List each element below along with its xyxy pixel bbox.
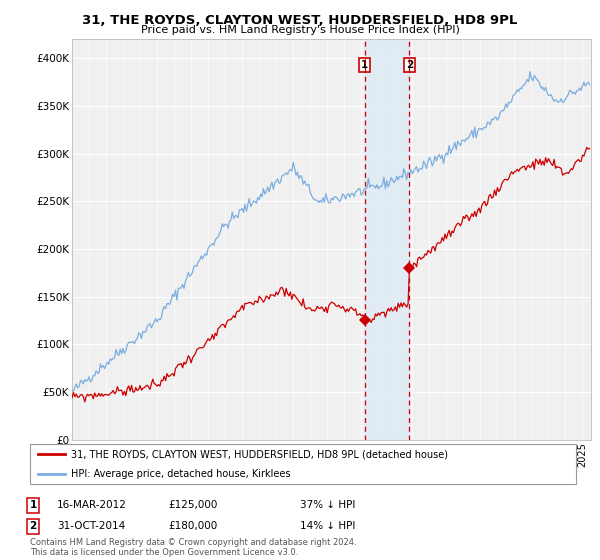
Text: 16-MAR-2012: 16-MAR-2012	[57, 500, 127, 510]
Text: 31, THE ROYDS, CLAYTON WEST, HUDDERSFIELD, HD8 9PL (detached house): 31, THE ROYDS, CLAYTON WEST, HUDDERSFIEL…	[71, 449, 448, 459]
Text: 1: 1	[29, 500, 37, 510]
Text: Price paid vs. HM Land Registry's House Price Index (HPI): Price paid vs. HM Land Registry's House …	[140, 25, 460, 35]
Text: 1: 1	[361, 60, 368, 70]
Bar	[365, 39, 409, 440]
Text: 2: 2	[29, 521, 37, 531]
Text: 37% ↓ HPI: 37% ↓ HPI	[300, 500, 355, 510]
Text: 31, THE ROYDS, CLAYTON WEST, HUDDERSFIELD, HD8 9PL: 31, THE ROYDS, CLAYTON WEST, HUDDERSFIEL…	[82, 14, 518, 27]
Text: 14% ↓ HPI: 14% ↓ HPI	[300, 521, 355, 531]
Text: HPI: Average price, detached house, Kirklees: HPI: Average price, detached house, Kirk…	[71, 469, 290, 479]
Text: 31-OCT-2014: 31-OCT-2014	[57, 521, 125, 531]
Text: 2: 2	[406, 60, 413, 70]
Text: £180,000: £180,000	[168, 521, 217, 531]
FancyBboxPatch shape	[30, 444, 576, 484]
Text: Contains HM Land Registry data © Crown copyright and database right 2024.
This d: Contains HM Land Registry data © Crown c…	[30, 538, 356, 557]
Text: £125,000: £125,000	[168, 500, 217, 510]
